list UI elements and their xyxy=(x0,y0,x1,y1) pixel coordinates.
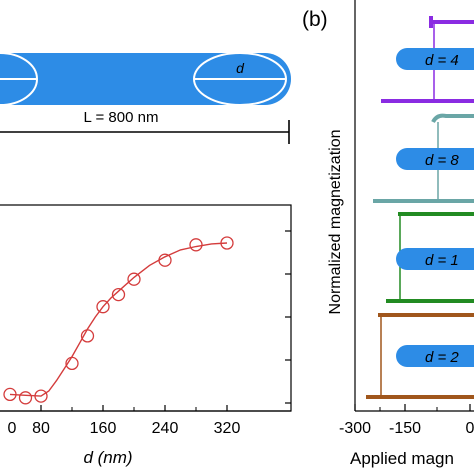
panel-b-label: (b) xyxy=(302,8,328,31)
length-label: L = 800 nm xyxy=(84,109,159,126)
data-point xyxy=(34,389,48,403)
chart-a-x-label: d (nm) xyxy=(83,448,132,467)
loop-2-label-pill xyxy=(396,148,474,170)
diameter-label: d xyxy=(236,60,245,76)
data-point xyxy=(96,300,110,314)
chart-a-tick-labels: 80 160 240 320 xyxy=(32,420,240,437)
chart-b-x-label: Applied magn xyxy=(350,449,454,468)
loop-3-label-pill xyxy=(396,248,474,270)
data-point xyxy=(127,272,141,286)
chart-a-x-tick-label: 240 xyxy=(152,420,179,437)
loop-series-4: d = 2 xyxy=(366,313,474,399)
fit-curve xyxy=(9,242,228,397)
loop-4-label: d = 2 xyxy=(425,349,459,366)
nanowire-body xyxy=(0,53,291,105)
chart-b-x-tick-label: 0 xyxy=(466,420,474,437)
loop-series-2: d = 8 xyxy=(373,113,474,203)
data-point xyxy=(3,387,17,402)
data-point xyxy=(189,238,203,252)
chart-a-x-tick-label: 160 xyxy=(90,420,117,437)
loop-1-upper-branch xyxy=(429,16,474,28)
data-points xyxy=(3,236,234,405)
hysteresis-panel: (b) Normalized magnetization -300 -150 0 A… xyxy=(302,0,474,468)
length-scale-bar: L = 800 nm xyxy=(0,109,290,144)
data-point xyxy=(80,329,95,343)
loop-series-1: d = 4 xyxy=(381,16,474,103)
chart-b-tick-labels: -300 -150 0 xyxy=(339,420,474,437)
chart-a-frame xyxy=(0,204,292,412)
loop-2-label: d = 8 xyxy=(425,152,459,169)
diameter-chart: 0 80 160 240 320 d (nm) xyxy=(0,204,292,467)
loop-2-upper-branch xyxy=(431,113,474,123)
chart-b-ticks xyxy=(354,404,471,411)
nanowire-schematic: d xyxy=(0,52,291,106)
data-point xyxy=(220,236,234,250)
loop-3-label: d = 1 xyxy=(425,252,459,269)
chart-a-partial-tick: 0 xyxy=(8,420,17,437)
chart-a-ticks xyxy=(40,230,291,411)
chart-b-y-label: Normalized magnetization xyxy=(327,130,344,315)
chart-a-x-tick-label: 80 xyxy=(32,420,50,437)
loop-1-label: d = 4 xyxy=(425,52,459,69)
loop-series-3: d = 1 xyxy=(386,212,474,303)
chart-a-x-tick-label: 320 xyxy=(214,420,241,437)
chart-b-x-tick-label: -300 xyxy=(339,420,371,437)
data-point xyxy=(158,253,172,267)
data-point xyxy=(65,356,79,371)
loop-1-label-pill xyxy=(396,48,474,70)
chart-b-x-tick-label: -150 xyxy=(389,420,421,437)
data-point xyxy=(111,287,126,302)
data-point xyxy=(18,391,33,405)
loop-4-label-pill xyxy=(396,345,474,367)
